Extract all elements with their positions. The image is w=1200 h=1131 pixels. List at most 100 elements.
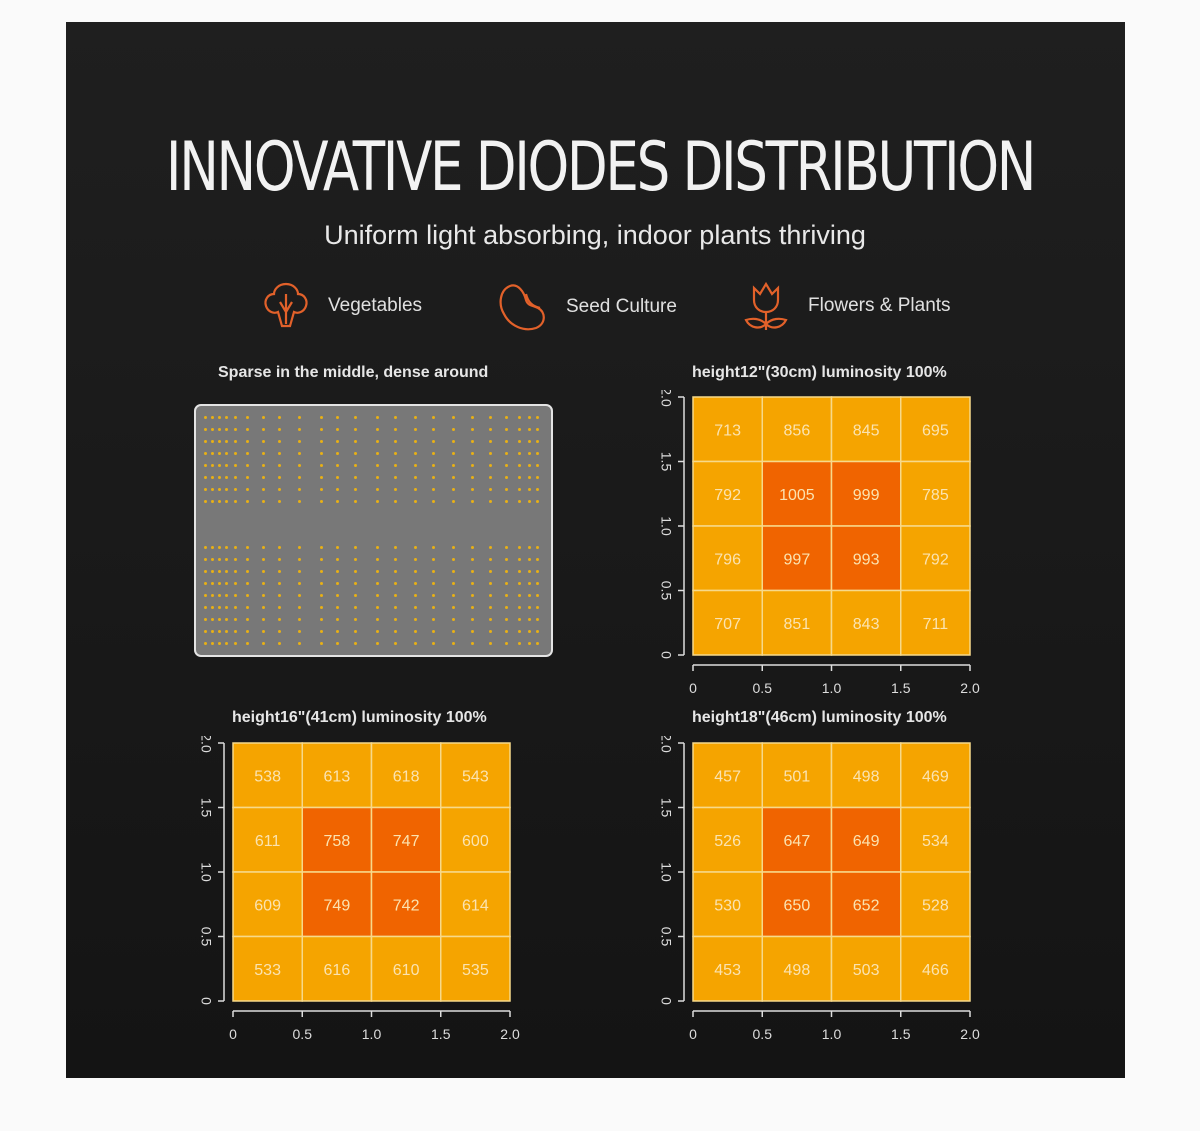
- led-diode: [320, 594, 323, 597]
- x-tick-label: 2.0: [960, 680, 980, 696]
- led-diode: [218, 488, 221, 491]
- led-diode: [354, 416, 357, 419]
- led-diode: [536, 500, 539, 503]
- led-diode: [394, 570, 397, 573]
- led-diode: [320, 476, 323, 479]
- led-diode: [414, 452, 417, 455]
- led-diode: [278, 464, 281, 467]
- led-diode: [336, 452, 339, 455]
- led-diode: [376, 488, 379, 491]
- led-diode: [354, 464, 357, 467]
- led-diode: [452, 546, 455, 549]
- led-diode: [354, 546, 357, 549]
- x-tick-label: 1.5: [891, 680, 911, 696]
- led-diode: [452, 488, 455, 491]
- led-diode: [528, 464, 531, 467]
- led-diode: [518, 428, 521, 431]
- y-tick-label: 0: [658, 651, 674, 659]
- led-diode: [336, 582, 339, 585]
- led-diode: [225, 500, 228, 503]
- led-diode: [414, 500, 417, 503]
- led-diode: [218, 630, 221, 633]
- seed-icon: [499, 284, 545, 331]
- led-diode: [225, 464, 228, 467]
- led-diode: [336, 606, 339, 609]
- led-diode: [536, 416, 539, 419]
- led-diode: [278, 618, 281, 621]
- led-diode: [432, 582, 435, 585]
- led-diode: [204, 570, 207, 573]
- led-diode: [536, 488, 539, 491]
- led-diode: [298, 606, 301, 609]
- led-diode: [354, 488, 357, 491]
- cell-value: 498: [853, 768, 880, 785]
- led-diode: [505, 416, 508, 419]
- cell-value: 711: [923, 616, 949, 633]
- x-tick-label: 0: [689, 1026, 697, 1042]
- cell-value: 707: [714, 616, 741, 633]
- led-diode: [262, 606, 265, 609]
- led-diode: [354, 428, 357, 431]
- led-diode: [432, 452, 435, 455]
- led-diode: [414, 606, 417, 609]
- led-diode: [204, 488, 207, 491]
- led-diode: [211, 558, 214, 561]
- cell-value: 792: [714, 487, 741, 504]
- led-diode: [320, 570, 323, 573]
- led-diode: [320, 428, 323, 431]
- led-diode: [518, 582, 521, 585]
- led-diode: [246, 476, 249, 479]
- cell-value: 528: [922, 897, 949, 914]
- led-diode: [278, 630, 281, 633]
- led-diode: [452, 594, 455, 597]
- heatmap-title: height18"(46cm) luminosity 100%: [692, 709, 947, 726]
- led-diode: [225, 570, 228, 573]
- led-diode: [211, 452, 214, 455]
- led-diode: [376, 570, 379, 573]
- y-tick-label: 2.0: [658, 390, 674, 407]
- led-diode: [376, 558, 379, 561]
- led-diode: [246, 558, 249, 561]
- led-diode: [432, 440, 435, 443]
- y-tick-label: 0: [658, 997, 674, 1005]
- led-diode: [528, 594, 531, 597]
- x-tick-label: 1.0: [822, 680, 842, 696]
- led-diode: [320, 452, 323, 455]
- led-diode: [218, 440, 221, 443]
- led-diode: [518, 416, 521, 419]
- led-diode: [234, 416, 237, 419]
- led-diode: [278, 546, 281, 549]
- led-diode: [376, 630, 379, 633]
- led-diode: [278, 452, 281, 455]
- led-diode: [471, 606, 474, 609]
- cell-value: 999: [853, 487, 880, 504]
- led-diode: [471, 558, 474, 561]
- led-panel-diagram: [194, 404, 553, 657]
- led-diode: [218, 464, 221, 467]
- led-diode: [225, 594, 228, 597]
- led-diode: [489, 582, 492, 585]
- led-diode: [262, 452, 265, 455]
- led-diode: [298, 464, 301, 467]
- led-diode: [336, 642, 339, 645]
- led-diode: [432, 642, 435, 645]
- led-diode: [234, 452, 237, 455]
- led-diode: [505, 630, 508, 633]
- led-diode: [262, 594, 265, 597]
- cell-value: 503: [853, 962, 880, 979]
- led-diode: [204, 582, 207, 585]
- led-diode: [234, 594, 237, 597]
- led-diode: [471, 546, 474, 549]
- led-diode: [518, 488, 521, 491]
- led-diode: [471, 452, 474, 455]
- led-diode: [278, 570, 281, 573]
- led-diode: [452, 642, 455, 645]
- cell-value: 649: [853, 833, 880, 850]
- heatmap-cell: [761, 396, 833, 463]
- led-diode: [211, 476, 214, 479]
- led-diode: [471, 500, 474, 503]
- led-diode: [432, 558, 435, 561]
- led-diode: [218, 428, 221, 431]
- category-label: Vegetables: [328, 295, 423, 316]
- led-diode: [204, 464, 207, 467]
